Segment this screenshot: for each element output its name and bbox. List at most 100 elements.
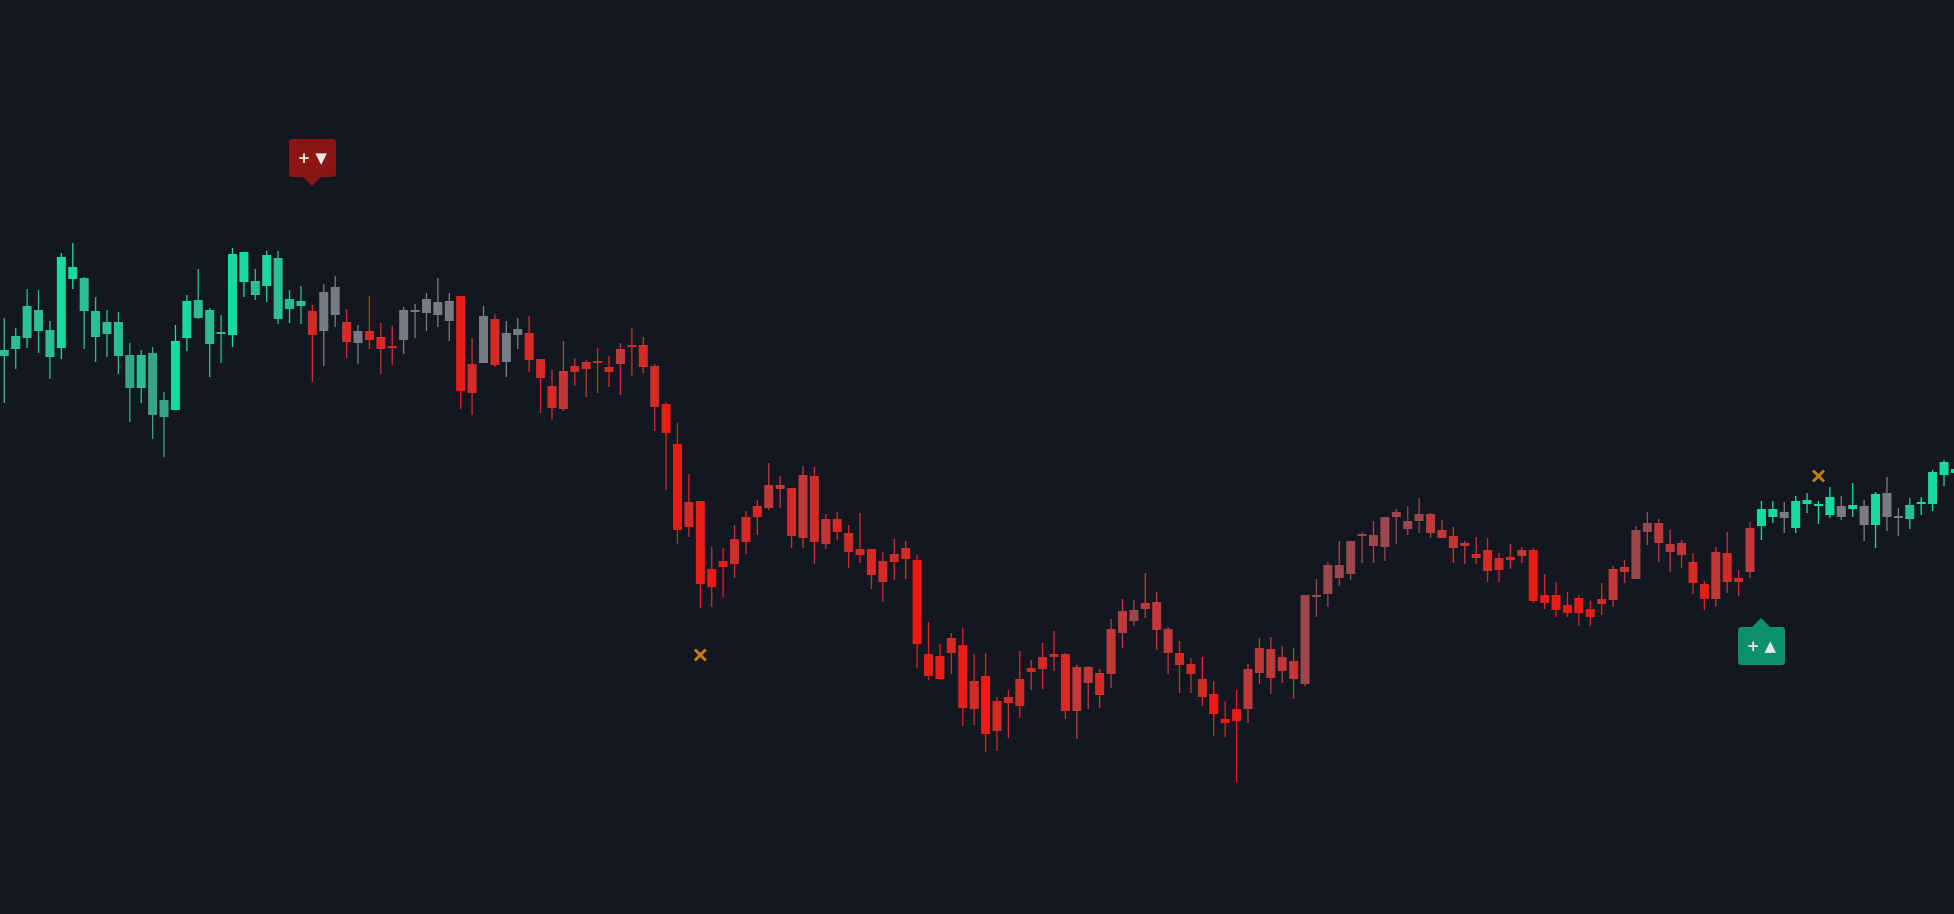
candle-body <box>125 355 135 388</box>
candle-body <box>775 485 785 489</box>
candle-body <box>205 310 215 344</box>
candle-body <box>250 281 260 295</box>
candle <box>536 359 546 413</box>
candle-body <box>1825 497 1835 515</box>
candle <box>1334 541 1344 586</box>
candle <box>193 269 203 319</box>
candle <box>1916 497 1926 515</box>
candle-body <box>296 301 306 306</box>
candle <box>1369 521 1378 563</box>
sell-signal-flag[interactable]: + ▼ <box>288 139 336 186</box>
candle <box>1893 508 1903 536</box>
candle-body <box>901 548 911 559</box>
candle-body <box>627 345 637 347</box>
candle <box>1574 595 1584 626</box>
candle <box>1277 646 1287 683</box>
candle <box>1357 532 1367 563</box>
candle-body <box>1871 494 1881 525</box>
candle-body <box>1574 598 1584 613</box>
candle-body <box>1323 565 1333 594</box>
candle-body <box>216 332 226 334</box>
candle-body <box>1562 605 1572 613</box>
candle <box>638 337 648 373</box>
candle-body <box>1916 502 1926 504</box>
candle-body <box>319 292 329 331</box>
candle <box>1175 641 1185 693</box>
candle-body <box>832 519 842 532</box>
candle-body <box>798 475 808 538</box>
candle <box>148 347 158 439</box>
candle-body <box>1631 530 1641 579</box>
candle <box>1152 592 1162 650</box>
candle-body <box>456 296 466 391</box>
candle <box>1779 502 1789 533</box>
candle-body <box>650 366 660 407</box>
candle <box>912 555 922 668</box>
candle <box>125 343 135 422</box>
candle-body <box>821 519 831 544</box>
candle-body <box>1448 536 1458 548</box>
candle-body <box>228 254 237 335</box>
candle-body <box>1300 595 1310 684</box>
candle <box>1882 477 1892 531</box>
candle-body <box>1140 603 1150 609</box>
candle <box>1186 658 1196 693</box>
candle-body <box>1859 506 1869 525</box>
candle <box>1448 527 1458 563</box>
candle-body <box>1311 595 1321 597</box>
candle-body <box>1186 664 1196 674</box>
candle-body <box>547 386 557 408</box>
candle-body <box>536 359 546 378</box>
candle-body <box>1848 505 1858 509</box>
buy-signal-flag[interactable]: + ▲ <box>1737 618 1785 665</box>
candle-body <box>672 444 682 530</box>
candle <box>410 304 420 338</box>
candle-body <box>1791 501 1801 528</box>
candle <box>1117 599 1127 648</box>
candle-body <box>501 333 511 362</box>
candle <box>1813 501 1823 524</box>
candle <box>467 338 477 415</box>
candle-body <box>1163 629 1173 653</box>
candle-body <box>1813 504 1823 506</box>
candle <box>330 276 340 327</box>
candle-body <box>1334 565 1344 578</box>
candle-body <box>262 255 272 286</box>
candle-body <box>638 345 648 367</box>
candle-body <box>11 336 21 349</box>
candle <box>1585 601 1595 626</box>
candle-body <box>809 476 819 542</box>
candle-body <box>136 355 146 388</box>
candle <box>182 295 192 351</box>
candle-body <box>764 485 774 508</box>
candle-body <box>1095 673 1105 695</box>
candle <box>1220 701 1230 737</box>
candle-body <box>307 311 317 335</box>
candle-body <box>1745 528 1755 572</box>
candle-body <box>878 561 888 582</box>
candle <box>524 316 534 372</box>
candle <box>1528 548 1538 603</box>
candle <box>1802 493 1812 513</box>
candle-body <box>730 539 740 564</box>
candle-body <box>1266 649 1276 678</box>
candle <box>889 539 899 580</box>
candle-body <box>1528 550 1538 601</box>
candle <box>787 488 797 548</box>
candle-body <box>1209 694 1219 714</box>
candle-body <box>113 322 123 356</box>
candle <box>570 358 580 386</box>
candle-body <box>1152 602 1162 630</box>
candle-body <box>490 319 500 365</box>
candle <box>387 326 397 365</box>
cross-marker-icon <box>1811 469 1826 483</box>
candle-body <box>661 404 671 433</box>
candle <box>969 654 979 725</box>
candle-body <box>467 364 477 393</box>
candle <box>695 501 705 608</box>
candle-body <box>1254 648 1264 673</box>
candle <box>433 278 443 327</box>
candle <box>1163 627 1173 674</box>
candle <box>1106 619 1116 688</box>
